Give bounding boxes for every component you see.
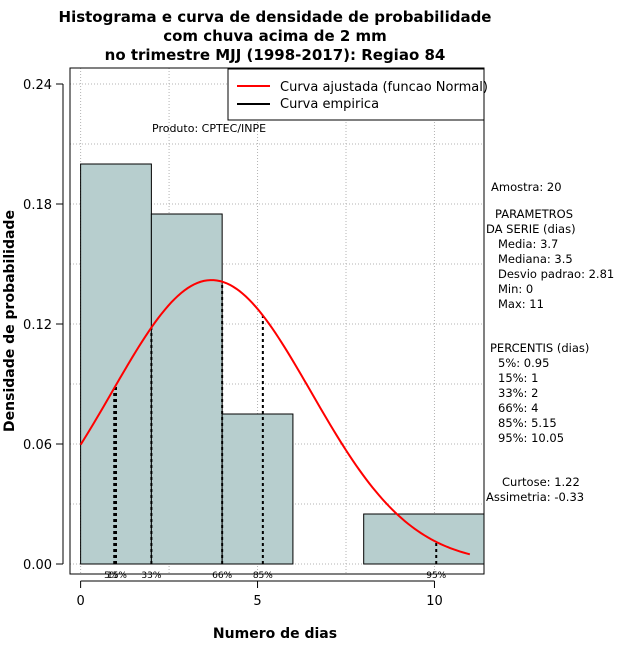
x-axis-label: Numero de dias — [213, 626, 337, 642]
y-axis-label: Densidade de probabilidade — [2, 210, 18, 432]
stat-assimetria: Assimetria: -0.33 — [486, 490, 585, 504]
legend-label-normal: Curva ajustada (funcao Normal) — [280, 80, 488, 95]
stat-mediana: Mediana: 3.5 — [498, 252, 573, 266]
percentile-label-4: 85% — [253, 571, 273, 581]
percentile-label-0: 5% — [104, 571, 119, 581]
stat-max: Max: 11 — [498, 297, 544, 311]
histogram-bar-1 — [150, 213, 223, 565]
y-tick-label-1: 0.06 — [23, 438, 52, 453]
chart-title-line-2: com chuva acima de 2 mm — [163, 27, 387, 45]
stat-param-title: PARAMETROS — [495, 207, 574, 221]
y-tick-label-3: 0.18 — [23, 198, 52, 213]
percentile-label-2: 33% — [141, 571, 161, 581]
y-axis: 0.00 0.06 0.12 0.18 0.24 — [23, 78, 64, 573]
percentile-label-3: 66% — [212, 571, 232, 581]
percentile-label-1: 15% — [107, 571, 127, 581]
chart-title-line-3: no trimestre MJJ (1998-2017): Regiao 84 — [105, 46, 446, 64]
legend: Curva ajustada (funcao Normal) Curva emp… — [227, 68, 488, 121]
stat-min: Min: 0 — [498, 282, 534, 296]
percentile-lines: 5%15% 33% 66% 85% 95% — [104, 281, 447, 581]
legend-label-empirical: Curva empirica — [280, 97, 379, 112]
stat-percentis-title: PERCENTIS (dias) — [490, 341, 590, 355]
stat-curtose: Curtose: 1.22 — [502, 475, 580, 489]
stat-p66: 66%: 4 — [498, 401, 539, 415]
y-tick-label-4: 0.24 — [23, 78, 52, 93]
histogram-bar-4 — [363, 513, 485, 565]
x-axis: 0 5 10 — [76, 580, 443, 609]
stat-media: Media: 3.7 — [498, 237, 559, 251]
x-tick-label-2: 10 — [426, 594, 443, 609]
y-tick-label-0: 0.00 — [23, 558, 52, 573]
stat-p15: 15%: 1 — [498, 371, 539, 385]
stat-desvio: Desvio padrao: 2.81 — [498, 267, 615, 281]
x-tick-label-0: 0 — [76, 594, 84, 609]
x-tick-label-1: 5 — [253, 594, 261, 609]
stat-param-subtitle: DA SERIE (dias) — [486, 222, 576, 236]
stat-p33: 33%: 2 — [498, 386, 539, 400]
stat-amostra: Amostra: 20 — [491, 180, 562, 194]
plot-frame — [69, 67, 485, 575]
stat-p5: 5%: 0.95 — [498, 356, 550, 370]
chart-title-line-1: Histograma e curva de densidade de proba… — [59, 8, 492, 26]
percentile-label-5: 95% — [426, 571, 446, 581]
product-label: Produto: CPTEC/INPE — [152, 122, 266, 135]
stats-panel: Amostra: 20 PARAMETROS DA SERIE (dias) M… — [486, 180, 636, 505]
y-tick-label-2: 0.12 — [23, 318, 52, 333]
legend-box — [227, 68, 485, 121]
histogram-bar-2 — [221, 413, 294, 565]
normal-fit-curve — [79, 279, 471, 556]
stat-p85: 85%: 5.15 — [498, 416, 557, 430]
normal-curve-layer — [79, 279, 471, 556]
stat-p95: 95%: 10.05 — [498, 431, 565, 445]
histogram-bars — [80, 163, 485, 565]
